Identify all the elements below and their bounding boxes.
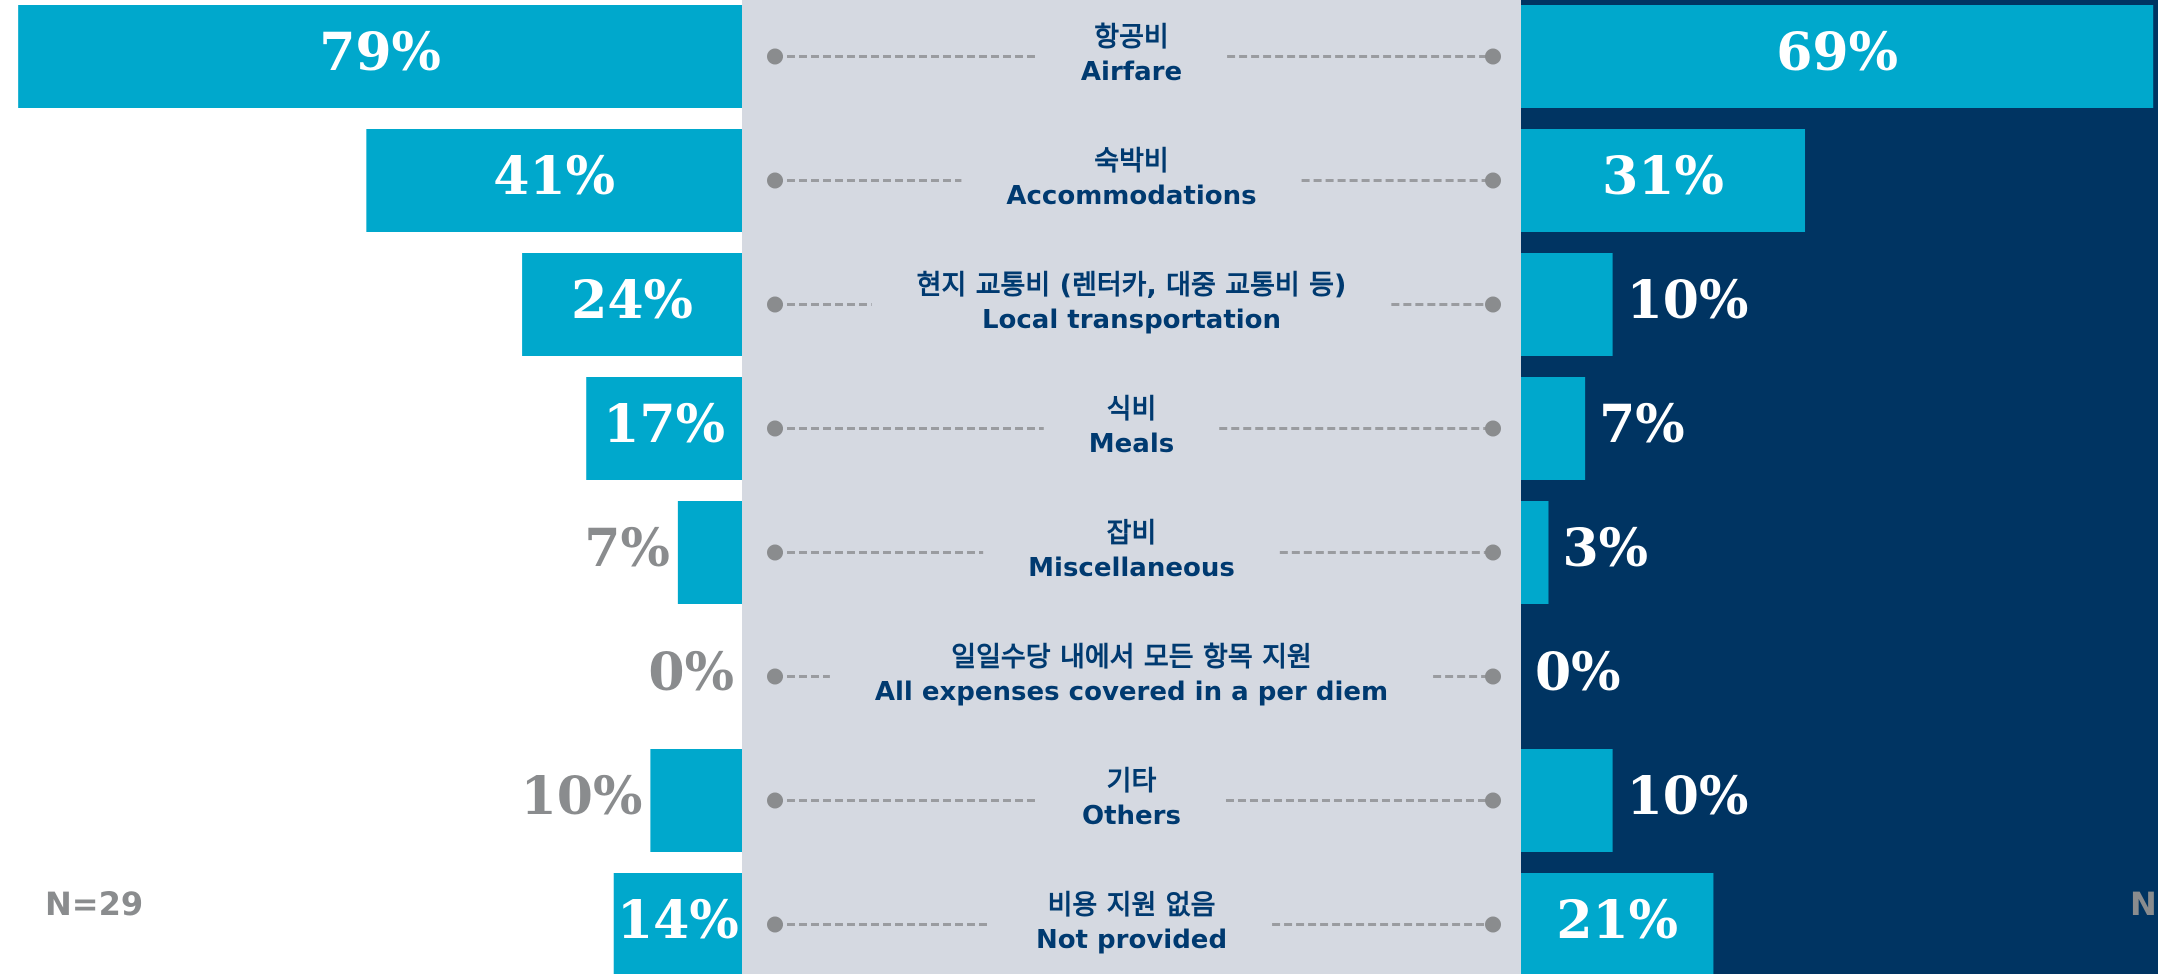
value-label: 21%: [1556, 890, 1678, 951]
category-label-en: Local transportation: [982, 305, 1281, 335]
connector-dot: [1485, 916, 1501, 933]
value-label: 79%: [319, 22, 441, 83]
sample-size-left: N=29: [45, 885, 143, 923]
value-label: 10%: [521, 766, 643, 827]
connector-dot: [767, 48, 783, 65]
category-label-en: Others: [1082, 801, 1181, 831]
value-label: 14%: [617, 890, 739, 951]
value-label: 41%: [493, 146, 615, 207]
value-label: 69%: [1776, 22, 1898, 83]
category-label-ko: 비용 지원 없음: [1048, 890, 1216, 921]
category-label-en: Airfare: [1081, 57, 1182, 87]
sample-size-right: N: [2130, 885, 2157, 923]
category-label-en: All expenses covered in a per diem: [875, 677, 1388, 707]
connector-dot: [1485, 792, 1501, 809]
connector-dot: [1485, 296, 1501, 313]
bar: [1521, 377, 1586, 480]
connector-dot: [1485, 172, 1501, 189]
value-label: 17%: [603, 394, 725, 455]
bar: [1521, 253, 1613, 356]
value-label: 0%: [648, 642, 734, 703]
bar: [586, 377, 742, 480]
bar: [613, 873, 742, 974]
connector-dot: [1485, 668, 1501, 685]
category-label-en: Not provided: [1036, 925, 1227, 955]
category-label-en: Accommodations: [1006, 181, 1256, 211]
category-label-en: Meals: [1089, 429, 1174, 459]
value-label: 24%: [571, 270, 693, 331]
bar: [1521, 129, 1806, 232]
connector-dot: [767, 296, 783, 313]
value-label: 10%: [1627, 766, 1749, 827]
bar: [1521, 5, 2154, 108]
value-label: 7%: [584, 518, 670, 579]
value-label: 31%: [1602, 146, 1724, 207]
connector-dot: [767, 792, 783, 809]
value-label: 7%: [1599, 394, 1685, 455]
bar: [18, 5, 743, 108]
category-label-ko: 숙박비: [1094, 146, 1169, 177]
category-label-ko: 기타: [1107, 766, 1157, 797]
value-label: 3%: [1562, 518, 1648, 579]
connector-dot: [767, 172, 783, 189]
bar: [677, 501, 742, 604]
bar: [1521, 749, 1613, 852]
connector-dot: [767, 544, 783, 561]
bar: [650, 749, 742, 852]
category-label-en: Miscellaneous: [1028, 553, 1235, 583]
connector-dot: [767, 420, 783, 437]
category-label-ko: 일일수당 내에서 모든 항목 지원: [951, 642, 1312, 673]
connector-dot: [1485, 48, 1501, 65]
connector-dot: [767, 668, 783, 685]
category-label-ko: 식비: [1107, 394, 1157, 425]
value-label: 10%: [1627, 270, 1749, 331]
bar: [1521, 501, 1549, 604]
value-label: 0%: [1535, 642, 1621, 703]
category-label-ko: 현지 교통비 (렌터카, 대중 교통비 등): [917, 270, 1347, 301]
bar: [366, 129, 742, 232]
connector-dot: [1485, 420, 1501, 437]
category-label-ko: 잡비: [1107, 518, 1157, 549]
connector-dot: [1485, 544, 1501, 561]
bar: [1521, 873, 1714, 974]
center-panel: [742, 0, 1521, 974]
bar: [522, 253, 742, 356]
category-label-ko: 항공비: [1094, 22, 1169, 53]
connector-dot: [767, 916, 783, 933]
